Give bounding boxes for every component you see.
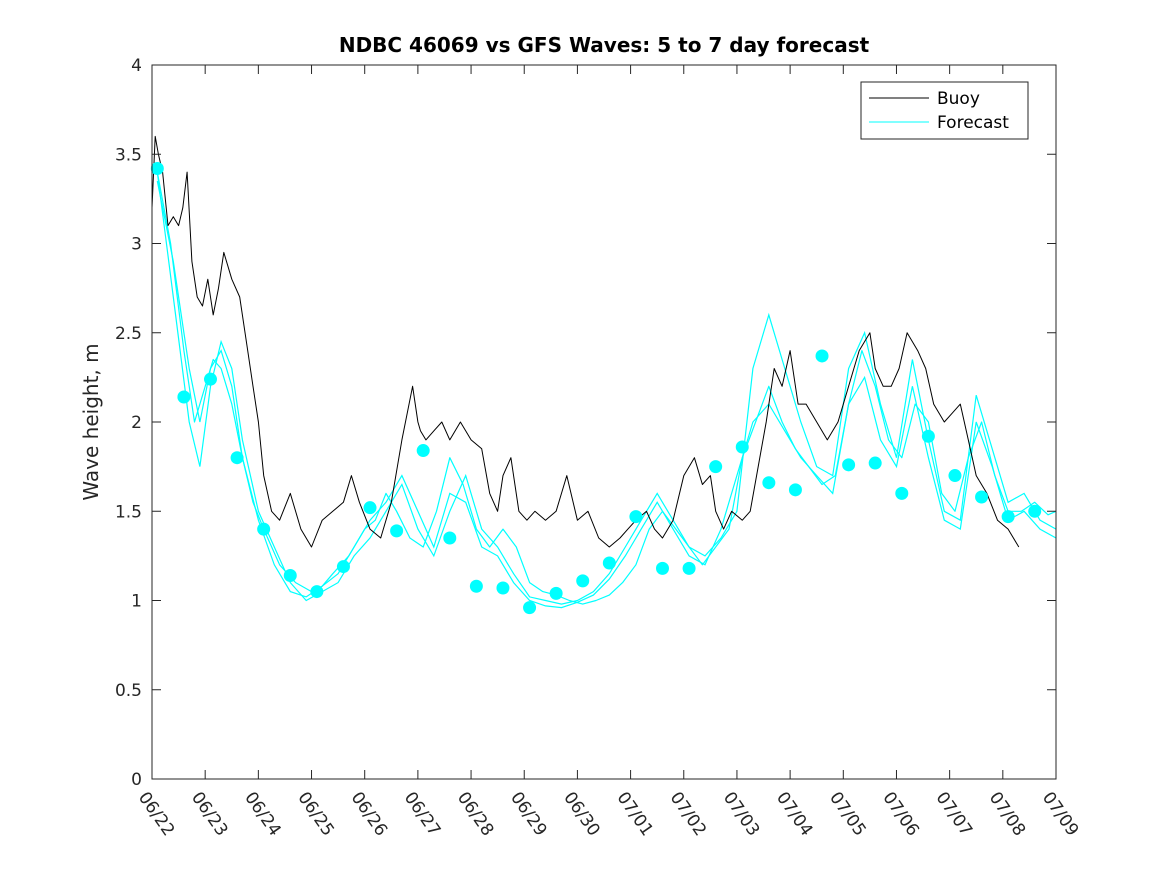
x-tick-label: 06/27	[400, 788, 444, 840]
forecast-marker	[150, 162, 164, 176]
forecast-marker	[709, 460, 723, 474]
forecast-marker	[257, 522, 271, 536]
forecast-marker	[283, 569, 297, 583]
forecast-marker	[921, 429, 935, 443]
y-tick-label: 4	[131, 56, 142, 76]
y-tick-label: 3	[131, 235, 142, 255]
forecast-marker	[469, 579, 483, 593]
legend-buoy-label: Buoy	[937, 89, 980, 109]
forecast-marker	[948, 469, 962, 483]
forecast-marker	[496, 581, 510, 595]
forecast-marker	[390, 524, 404, 538]
x-tick-label: 06/26	[347, 788, 391, 840]
x-tick-label: 06/24	[240, 788, 284, 840]
forecast-marker	[762, 476, 776, 490]
forecast-marker	[815, 349, 829, 363]
y-tick-label: 0	[131, 770, 142, 790]
forecast-marker	[868, 456, 882, 470]
x-tick-label: 07/09	[1038, 788, 1082, 840]
forecast-marker	[788, 483, 802, 497]
forecast-marker	[1028, 504, 1042, 518]
y-tick-label: 2	[131, 413, 142, 433]
x-tick-label: 07/04	[772, 788, 816, 840]
buoy-series-line	[151, 135, 1020, 548]
forecast-marker	[416, 444, 430, 458]
x-tick-label: 07/08	[985, 788, 1029, 840]
x-tick-label: 07/06	[878, 788, 922, 840]
forecast-marker	[443, 531, 457, 545]
forecast-marker	[842, 458, 856, 472]
forecast-marker	[523, 601, 537, 615]
forecast-marker	[629, 510, 643, 524]
forecast-markers	[150, 162, 1042, 615]
forecast-marker	[177, 390, 191, 404]
x-tick-label: 06/30	[559, 788, 603, 840]
forecast-ensemble-line	[156, 180, 1057, 609]
legend-forecast-label: Forecast	[937, 113, 1009, 133]
x-tick-label: 07/03	[719, 788, 763, 840]
y-axis-label: Wave height, m	[79, 343, 103, 500]
forecast-marker	[975, 490, 989, 504]
forecast-marker	[1001, 510, 1015, 524]
forecast-marker	[602, 556, 616, 570]
forecast-marker	[576, 574, 590, 588]
x-tick-label: 07/01	[612, 788, 656, 840]
x-tick-label: 06/28	[453, 788, 497, 840]
forecast-marker	[230, 451, 244, 465]
forecast-marker	[549, 586, 563, 600]
y-tick-label: 1.5	[115, 502, 142, 522]
forecast-marker	[336, 560, 350, 574]
x-tick-label: 06/22	[134, 788, 178, 840]
x-tick-label: 07/02	[666, 788, 710, 840]
legend-box	[860, 81, 1029, 140]
legend: Buoy Forecast	[860, 81, 1029, 140]
forecast-marker	[895, 486, 909, 500]
x-tick-label: 06/29	[506, 788, 550, 840]
forecast-marker	[735, 440, 749, 454]
y-tick-label: 2.5	[115, 324, 142, 344]
forecast-marker	[363, 501, 377, 515]
x-tick-label: 07/05	[825, 788, 869, 840]
x-tick-label: 06/23	[187, 788, 231, 840]
x-tick-label: 06/25	[293, 788, 337, 840]
y-tick-label: 0.5	[115, 681, 142, 701]
forecast-marker	[682, 561, 696, 575]
chart-title: NDBC 46069 vs GFS Waves: 5 to 7 day fore…	[339, 33, 870, 57]
forecast-marker	[310, 585, 324, 599]
x-tick-label: 07/07	[932, 788, 976, 840]
y-tick-label: 3.5	[115, 145, 142, 165]
forecast-marker	[203, 372, 217, 386]
forecast-marker	[655, 561, 669, 575]
y-tick-label: 1	[131, 592, 142, 612]
y-axis-ticks: 0 0.5 1 1.5 2 2.5 3 3.5 4	[115, 56, 1056, 790]
